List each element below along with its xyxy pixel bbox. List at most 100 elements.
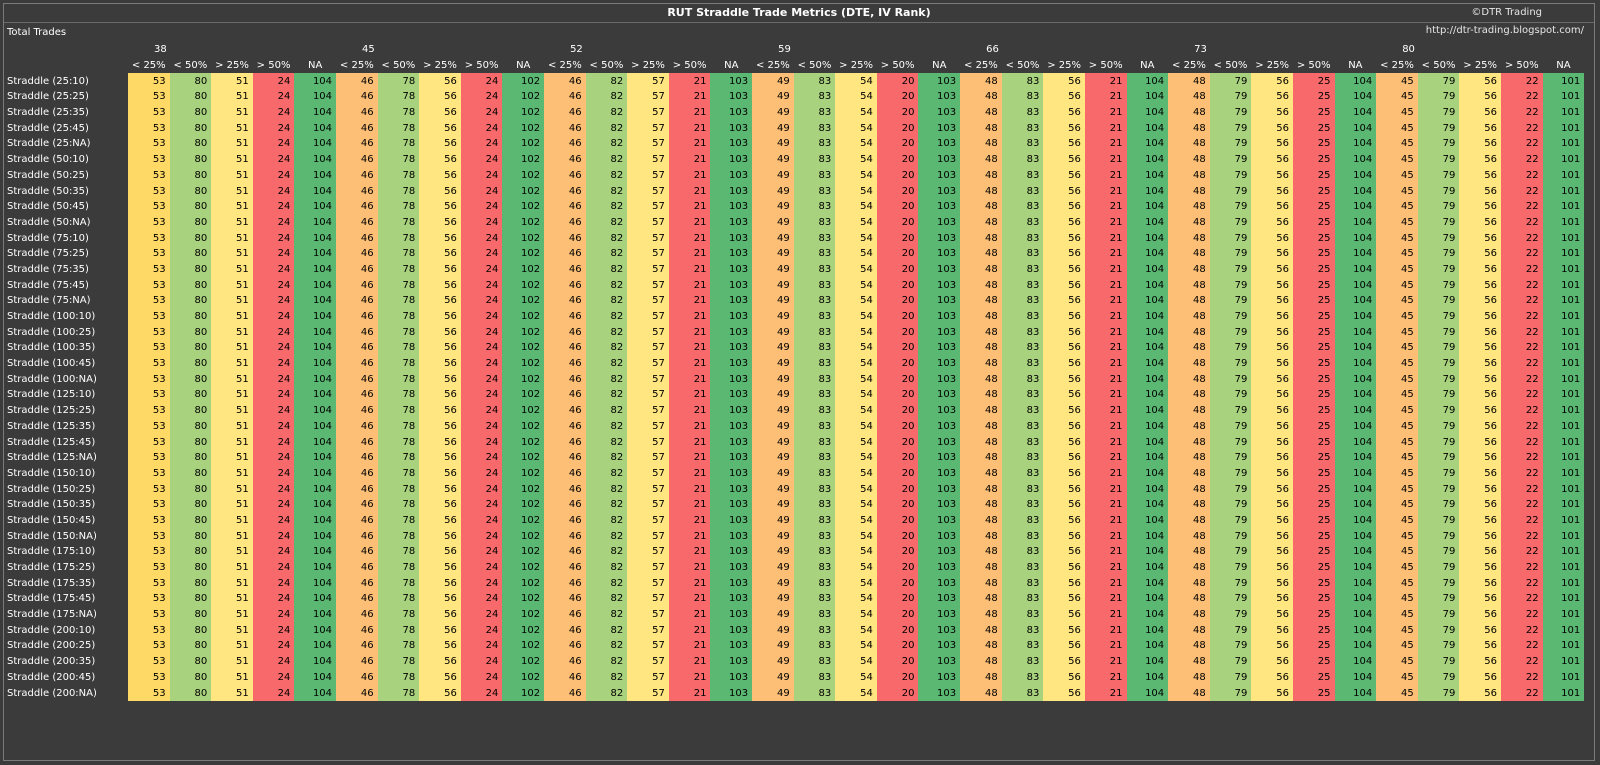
value-cell: 57 xyxy=(627,481,669,497)
value-cell: 56 xyxy=(1251,387,1293,403)
value-cell: 104 xyxy=(1334,183,1377,199)
value-cell: 80 xyxy=(169,622,212,639)
value-cell: 56 xyxy=(1459,669,1501,686)
value-cell: 48 xyxy=(960,73,1002,90)
value-cell: 56 xyxy=(1251,371,1293,388)
value-cell: 51 xyxy=(211,387,253,403)
value-cell: 53 xyxy=(128,167,170,184)
value-cell: 24 xyxy=(252,387,295,403)
value-cell: 103 xyxy=(918,324,961,341)
value-cell: 56 xyxy=(419,559,461,576)
value-cell: 24 xyxy=(252,214,295,231)
value-cell: 57 xyxy=(627,355,669,372)
value-cell: 56 xyxy=(1459,638,1501,654)
value-cell: 83 xyxy=(1001,371,1044,388)
value-cell: 56 xyxy=(1043,559,1085,576)
value-cell: 46 xyxy=(544,245,586,262)
value-cell: 21 xyxy=(668,685,711,701)
value-cell: 104 xyxy=(294,559,337,576)
value-cell: 83 xyxy=(793,183,836,199)
value-cell: 56 xyxy=(1251,355,1293,372)
iv-bucket-header: > 50% xyxy=(880,60,915,72)
value-cell: 103 xyxy=(710,136,753,152)
value-cell: 104 xyxy=(294,245,337,262)
value-cell: 49 xyxy=(752,638,794,654)
iv-bucket-header: NA xyxy=(1556,60,1571,72)
value-cell: 51 xyxy=(211,418,253,435)
value-cell: 45 xyxy=(1376,104,1418,121)
value-cell: 102 xyxy=(502,277,545,293)
value-cell: 53 xyxy=(128,136,170,152)
value-cell: 54 xyxy=(835,73,877,90)
value-cell: 78 xyxy=(377,528,420,544)
value-cell: 80 xyxy=(169,89,212,105)
value-cell: 82 xyxy=(585,387,628,403)
value-cell: 101 xyxy=(1542,622,1585,639)
value-cell: 22 xyxy=(1500,402,1543,419)
value-cell: 51 xyxy=(211,136,253,152)
value-cell: 79 xyxy=(1209,371,1252,388)
value-cell: 56 xyxy=(1043,355,1085,372)
value-cell: 53 xyxy=(128,120,170,137)
value-cell: 56 xyxy=(419,591,461,607)
value-cell: 25 xyxy=(1292,638,1335,654)
value-cell: 83 xyxy=(1001,528,1044,544)
value-cell: 53 xyxy=(128,544,170,560)
value-cell: 56 xyxy=(419,418,461,435)
value-cell: 24 xyxy=(252,167,295,184)
value-cell: 22 xyxy=(1500,89,1543,105)
value-cell: 53 xyxy=(128,387,170,403)
value-cell: 56 xyxy=(1043,387,1085,403)
value-cell: 79 xyxy=(1209,183,1252,199)
value-cell: 46 xyxy=(544,340,586,356)
value-cell: 104 xyxy=(294,638,337,654)
value-cell: 51 xyxy=(211,151,253,168)
value-cell: 104 xyxy=(1334,89,1377,105)
value-cell: 45 xyxy=(1376,544,1418,560)
value-cell: 54 xyxy=(835,544,877,560)
value-cell: 22 xyxy=(1500,308,1543,325)
iv-bucket-header: < 50% xyxy=(1005,60,1040,72)
value-cell: 103 xyxy=(918,151,961,168)
value-cell: 82 xyxy=(585,89,628,105)
value-cell: 21 xyxy=(1084,293,1127,309)
value-cell: 46 xyxy=(544,308,586,325)
row-label: Straddle (75:35) xyxy=(7,263,89,275)
value-cell: 45 xyxy=(1376,277,1418,293)
value-cell: 53 xyxy=(128,606,170,623)
value-cell: 56 xyxy=(1251,73,1293,90)
value-cell: 49 xyxy=(752,214,794,231)
value-cell: 103 xyxy=(710,496,753,513)
value-cell: 56 xyxy=(419,606,461,623)
value-cell: 48 xyxy=(960,183,1002,199)
value-cell: 21 xyxy=(1084,434,1127,450)
iv-bucket-header: < 25% xyxy=(755,60,790,72)
value-cell: 103 xyxy=(918,214,961,231)
value-cell: 21 xyxy=(668,151,711,168)
value-cell: 21 xyxy=(1084,528,1127,544)
table-row: Straddle (25:NA) 53 80 51 24 104 46 78 56 24 102 46… xyxy=(4,136,1585,152)
value-cell: 21 xyxy=(668,293,711,309)
value-cell: 48 xyxy=(960,230,1002,246)
value-cell: 101 xyxy=(1542,167,1585,184)
value-cell: 24 xyxy=(460,214,503,231)
value-cell: 21 xyxy=(668,418,711,435)
value-cell: 48 xyxy=(1168,638,1210,654)
value-cell: 56 xyxy=(419,324,461,341)
dte-header: 45 xyxy=(362,44,375,56)
value-cell: 24 xyxy=(252,402,295,419)
value-cell: 102 xyxy=(502,104,545,121)
value-cell: 24 xyxy=(460,340,503,356)
value-cell: 78 xyxy=(377,73,420,90)
value-cell: 80 xyxy=(169,340,212,356)
value-cell: 104 xyxy=(1126,481,1169,497)
value-cell: 53 xyxy=(128,89,170,105)
table-row: Straddle (100:45) 53 80 51 24 104 46 78 56 24 102 4… xyxy=(4,355,1585,372)
value-cell: 80 xyxy=(169,308,212,325)
value-cell: 51 xyxy=(211,638,253,654)
value-cell: 102 xyxy=(502,591,545,607)
value-cell: 46 xyxy=(336,591,378,607)
value-cell: 104 xyxy=(294,73,337,90)
value-cell: 103 xyxy=(918,73,961,90)
value-cell: 48 xyxy=(1168,151,1210,168)
